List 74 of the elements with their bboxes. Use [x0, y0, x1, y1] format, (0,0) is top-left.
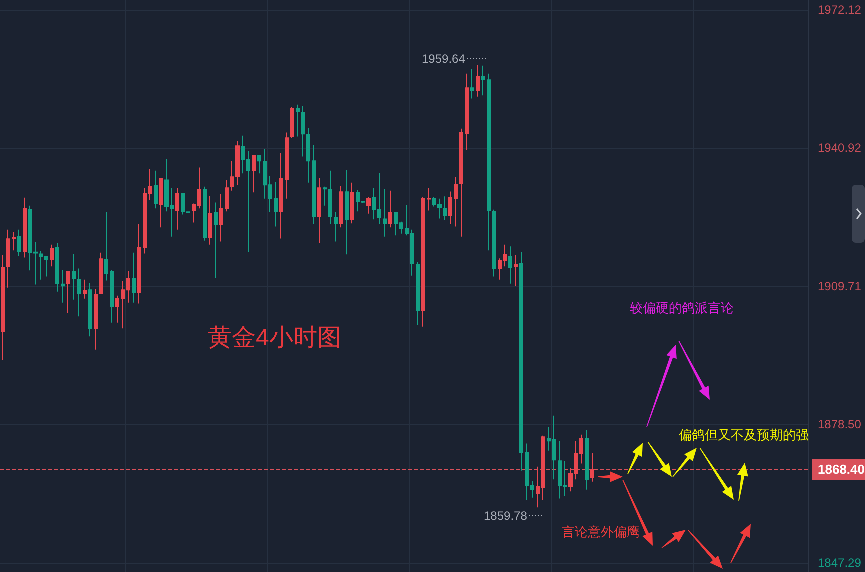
candlestick [175, 188, 179, 230]
candlestick [115, 295, 119, 324]
candlestick [66, 270, 70, 314]
candlestick [55, 242, 59, 292]
candlestick [427, 188, 431, 212]
candlestick [137, 224, 141, 304]
candlestick [6, 229, 10, 288]
ref-line-label: 1868.40 [818, 462, 865, 477]
candlestick [416, 262, 420, 326]
candlestick [312, 144, 316, 226]
candlestick [590, 453, 594, 482]
candlestick [323, 186, 327, 206]
candlestick [388, 190, 392, 228]
candlestick [279, 152, 283, 240]
y-tick-label: 1878.50 [818, 418, 862, 432]
candlestick [317, 177, 321, 244]
candlestick [88, 282, 92, 338]
candlestick [83, 279, 87, 300]
candlestick [421, 196, 425, 328]
candlestick [443, 196, 447, 222]
candlestick [61, 270, 65, 304]
y-tick-label: 1972.12 [818, 3, 862, 18]
candlestick [339, 185, 343, 228]
candlestick [1, 254, 5, 361]
candlestick [345, 170, 349, 256]
candlestick [214, 202, 218, 280]
candlestick [257, 154, 261, 174]
candlestick [104, 212, 108, 282]
candlestick [252, 154, 256, 194]
candlestick [519, 251, 523, 472]
candlestick [159, 177, 163, 228]
candlestick [208, 196, 212, 246]
y-tick-label: 1847.29 [818, 556, 862, 570]
candlestick [306, 127, 310, 184]
y-tick-label: 1909.71 [818, 279, 862, 294]
candlestick [585, 430, 589, 490]
candlestick [132, 252, 136, 304]
candlestick [514, 255, 518, 288]
annotation: 1859.78 [484, 509, 528, 523]
annotation: 1959.64 [422, 52, 466, 66]
candlestick [470, 68, 474, 100]
candlestick [334, 212, 338, 242]
candlestick [50, 244, 54, 268]
candlestick [203, 186, 207, 242]
candlestick [110, 270, 114, 324]
candlestick [508, 246, 512, 284]
candlestick [285, 132, 289, 200]
candlestick [476, 64, 480, 98]
candlestick [225, 180, 229, 212]
annotation: 偏鸽但又不及预期的强 [679, 428, 809, 442]
candlestick [481, 65, 485, 96]
y-tick-label: 1940.92 [818, 141, 862, 156]
candlestick [23, 197, 27, 258]
candlestick [219, 193, 223, 242]
candlestick [448, 191, 452, 226]
candlestick [94, 288, 98, 350]
candlestick [290, 106, 294, 139]
candlestick [465, 73, 469, 152]
candlestick [296, 104, 300, 138]
annotation: 较偏硬的鸽派言论 [630, 300, 734, 316]
candlestick [77, 268, 81, 318]
candlestick [154, 170, 158, 210]
candlestick [383, 188, 387, 238]
candlestick [366, 196, 371, 214]
candlestick [17, 229, 21, 256]
candlestick [328, 170, 332, 226]
candlestick [72, 254, 76, 300]
candlestick [274, 181, 278, 228]
annotation: 言论意外偏鹰 [562, 524, 640, 540]
candlestick [12, 232, 16, 252]
annotation: 黄金4小时图 [208, 324, 342, 352]
candlestick [301, 106, 305, 158]
candlestick [350, 182, 354, 224]
candlestick [99, 252, 103, 296]
